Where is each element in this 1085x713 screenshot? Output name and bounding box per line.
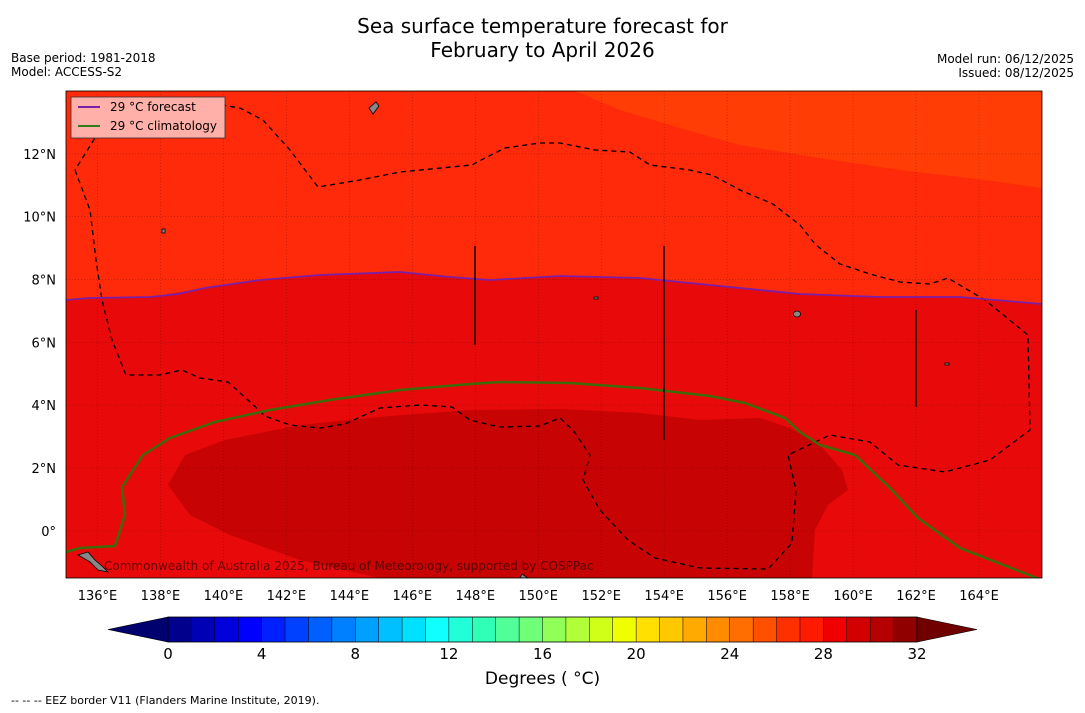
colorbar-tick: 32 — [907, 645, 926, 663]
colorbar-tick: 4 — [257, 645, 267, 663]
colorbar-swatch — [519, 617, 543, 642]
colorbar-tick: 28 — [814, 645, 833, 663]
chart-title: Sea surface temperature forecast for Feb… — [0, 14, 1085, 62]
colorbar-swatch — [612, 617, 637, 642]
sst-band-27-28 — [575, 91, 1042, 188]
lon-tick-label: 136°E — [78, 589, 118, 604]
colorbar-swatch — [823, 617, 848, 642]
lon-tick-label: 140°E — [204, 589, 244, 604]
lon-tick-label: 142°E — [267, 589, 307, 604]
lat-tick-label: 6°N — [32, 336, 57, 351]
lon-tick-label: 154°E — [644, 589, 684, 604]
colorbar-swatch — [893, 617, 918, 642]
colorbar-swatch — [214, 617, 239, 642]
colorbar-tick: 24 — [720, 645, 739, 663]
lon-tick-label: 146°E — [393, 589, 433, 604]
lon-tick-label: 148°E — [456, 589, 496, 604]
colorbar-swatch — [682, 617, 707, 642]
eez-borders — [74, 102, 1031, 570]
issued-date: Issued: 08/12/2025 — [958, 66, 1074, 80]
colorbar-swatch — [285, 617, 309, 642]
meta-left: Base period: 1981-2018 Model: ACCESS-S2 — [11, 51, 156, 79]
colorbar-swatch — [706, 617, 731, 642]
colorbar-swatch — [589, 617, 614, 642]
lat-tick-label: 12°N — [23, 148, 56, 163]
climatology-contour — [66, 380, 1041, 578]
title-line-2: February to April 2026 — [430, 38, 655, 62]
colorbar-swatch — [565, 617, 590, 642]
colorbar-swatch — [402, 617, 426, 642]
lon-tick-label: 160°E — [833, 589, 873, 604]
colorbar-swatch — [378, 617, 403, 642]
colorbar-swatch — [261, 617, 286, 642]
colorbar-max-arrow — [916, 616, 978, 643]
lon-tick-labels: 136°E 138°E 140°E 142°E 144°E 146°E 148°E 150°E… — [78, 589, 999, 604]
colorbar-tick: 20 — [627, 645, 646, 663]
colorbar-swatch — [168, 617, 192, 642]
lat-tick-label: 8°N — [32, 274, 57, 289]
model-name: Model: ACCESS-S2 — [11, 65, 123, 79]
colorbar-swatch — [753, 617, 777, 642]
colorbar-swatch — [448, 617, 473, 642]
colorbar-swatch — [870, 617, 894, 642]
colorbar-swatch — [636, 617, 660, 642]
colorbar-swatch — [542, 617, 567, 642]
colorbar-swatch — [191, 617, 216, 642]
colorbar-swatch — [729, 617, 754, 642]
colorbar-min-arrow — [107, 616, 169, 643]
colorbar-swatch — [846, 617, 871, 642]
legend: 29 °C forecast 29 °C climatology — [70, 96, 226, 139]
legend-forecast-label: 29 °C forecast — [110, 100, 196, 114]
graticule — [66, 91, 1042, 578]
colorbar-swatch — [776, 617, 801, 642]
colorbar-swatch — [425, 617, 450, 642]
colorbar-tick: 12 — [439, 645, 458, 663]
track-lines — [474, 246, 917, 440]
lon-tick-label: 152°E — [581, 589, 621, 604]
colorbar-swatch — [472, 617, 496, 642]
sst-band-30-31 — [168, 409, 848, 578]
lat-tick-labels: 0° 2°N 4°N 6°N 8°N 10°N 12°N — [23, 148, 56, 540]
lon-tick-label: 150°E — [518, 589, 558, 604]
lon-tick-label: 158°E — [770, 589, 810, 604]
watermark: Commonwealth of Australia 2025, Bureau o… — [104, 559, 594, 573]
colorbar-swatch — [799, 617, 824, 642]
lat-tick-label: 0° — [41, 525, 56, 540]
colorbar-swatch — [238, 617, 262, 642]
model-run: Model run: 06/12/2025 — [936, 52, 1074, 66]
colorbar-tick: 0 — [163, 645, 173, 663]
map-frame — [65, 90, 1043, 579]
colorbar-label: Degrees ( °C) — [484, 669, 601, 689]
lon-tick-label: 144°E — [330, 589, 370, 604]
lat-tick-label: 10°N — [23, 211, 56, 226]
eez-footnote: -- -- -- EEZ border V11 (Flanders Marine… — [11, 694, 320, 707]
legend-climatology-label: 29 °C climatology — [110, 119, 217, 133]
colorbar-swatch — [659, 617, 684, 642]
base-period: Base period: 1981-2018 — [11, 51, 156, 65]
colorbar-tick: 8 — [350, 645, 360, 663]
title-line-1: Sea surface temperature forecast for — [357, 14, 728, 38]
forecast-contour — [66, 271, 1042, 305]
colorbar-swatch — [355, 617, 379, 642]
lon-tick-label: 164°E — [959, 589, 999, 604]
colorbar-swatch — [331, 617, 356, 642]
lon-tick-label: 162°E — [896, 589, 936, 604]
colorbar — [107, 616, 978, 643]
lon-tick-label: 156°E — [707, 589, 747, 604]
colorbar-swatch — [495, 617, 520, 642]
lon-tick-label: 138°E — [141, 589, 181, 604]
islands — [77, 101, 950, 578]
meta-right: Model run: 06/12/2025 Issued: 08/12/2025 — [937, 52, 1074, 80]
colorbar-tick-labels: 0 4 8 12 16 20 24 28 32 — [163, 645, 926, 663]
colorbar-swatch — [308, 617, 333, 642]
lat-tick-label: 4°N — [32, 399, 57, 414]
colorbar-tick: 16 — [533, 645, 552, 663]
lat-tick-label: 2°N — [32, 462, 57, 477]
